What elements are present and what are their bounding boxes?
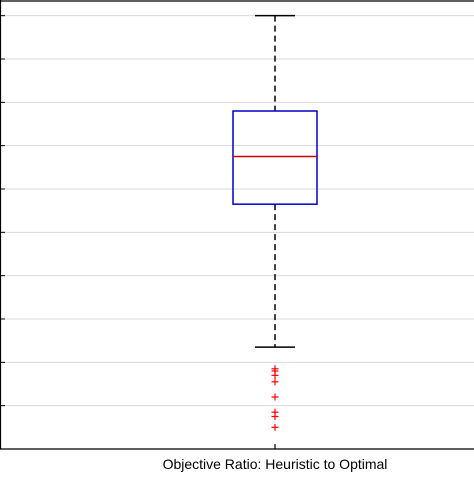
outlier-point-7 <box>271 423 279 431</box>
grid-lines <box>0 15 474 407</box>
outlier-points <box>271 365 279 431</box>
outlier-point-3 <box>271 378 279 386</box>
outlier-point-4 <box>271 393 279 401</box>
outlier-point-2 <box>271 371 279 379</box>
box-series <box>232 14 318 348</box>
x-category-label: Objective Ratio: Heuristic to Optimal <box>163 456 388 472</box>
outlier-point-6 <box>271 413 279 420</box>
interquartile-box <box>232 110 318 205</box>
plot-frame <box>0 0 474 450</box>
